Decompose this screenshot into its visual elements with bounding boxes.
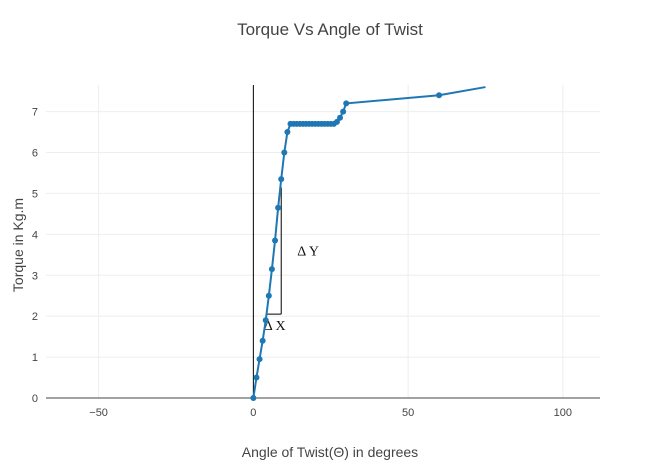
axis-layer [46, 85, 600, 399]
delta-y-label: Δ Y [297, 245, 319, 260]
data-point [265, 292, 272, 299]
delta-x-label: Δ X [264, 319, 286, 334]
x-tick-label: 50 [402, 407, 414, 419]
data-point [259, 337, 266, 344]
y-tick-label: 3 [32, 270, 38, 282]
x-axis-title: Angle of Twist(Θ) in degrees [242, 444, 418, 460]
series-layer [250, 86, 486, 401]
data-point [337, 114, 344, 121]
data-point [343, 100, 350, 107]
data-point [333, 118, 340, 125]
y-tick-label: 7 [32, 107, 38, 119]
y-axis-title: Torque in Kg.m [10, 198, 26, 292]
y-tick-label: 6 [32, 148, 38, 160]
x-tick-label: 100 [554, 407, 572, 419]
y-tick-label: 2 [32, 311, 38, 323]
data-point [340, 108, 347, 115]
data-point [256, 356, 263, 363]
data-point [272, 237, 279, 244]
x-tick-label: −50 [89, 407, 108, 419]
data-point [250, 395, 257, 401]
data-point [284, 129, 291, 136]
y-tick-label: 4 [32, 229, 38, 241]
tick-label-layer: −50 0 50 100 0 1 2 3 4 5 6 7 [32, 107, 572, 419]
x-tick-label: 0 [250, 407, 256, 419]
data-point [262, 317, 269, 324]
grid-layer [46, 85, 600, 398]
data-point [278, 176, 285, 183]
data-point [436, 92, 443, 99]
annotation-layer: Δ Y Δ X [264, 187, 319, 334]
data-point [268, 266, 275, 273]
y-tick-label: 0 [32, 393, 38, 405]
y-tick-label: 5 [32, 188, 38, 200]
data-point [281, 149, 288, 156]
data-point [275, 204, 282, 211]
chart-title: Torque Vs Angle of Twist [237, 20, 423, 39]
y-tick-label: 1 [32, 352, 38, 364]
data-point [253, 374, 260, 381]
